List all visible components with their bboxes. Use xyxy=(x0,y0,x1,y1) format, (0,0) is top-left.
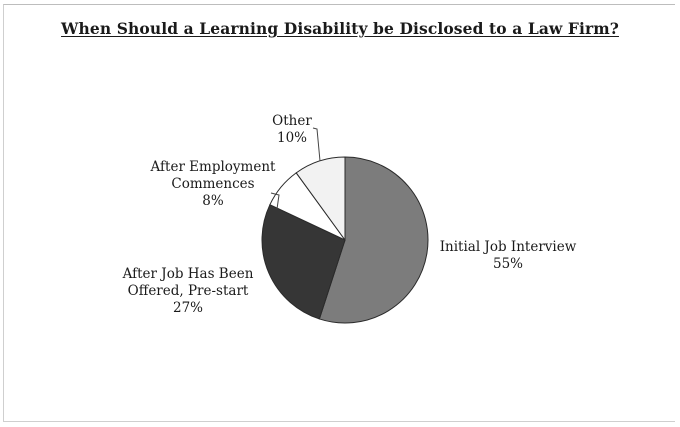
pie-slice-initial-job-interview xyxy=(318,156,429,324)
slice-value-label: 10% xyxy=(276,130,307,146)
slice-label-text: After Employment xyxy=(150,159,276,175)
slice-value-label: 27% xyxy=(172,300,203,316)
chart-frame xyxy=(3,4,675,422)
slice-label-other: Other 10% xyxy=(252,113,332,147)
leader-line-after-employment xyxy=(270,192,280,210)
slice-value-label: 55% xyxy=(492,256,523,272)
slice-label-initial-job-interview: Initial Job Interview 55% xyxy=(428,239,588,273)
slice-label-text: Offered, Pre-start xyxy=(127,283,249,299)
slice-label-text: Commences xyxy=(171,176,255,192)
pie-slice-other xyxy=(295,156,346,242)
chart-title: When Should a Learning Disability be Dis… xyxy=(61,19,619,38)
pie-slice-after-job-has-been-offered-pre-start xyxy=(261,203,346,320)
slice-label-text: Initial Job Interview xyxy=(439,239,577,255)
leader-line-other xyxy=(312,127,321,162)
slice-label-after-job-offered: After Job Has Been Offered, Pre-start 27… xyxy=(108,266,268,317)
slice-value-label: 8% xyxy=(202,193,224,209)
slice-label-text: Other xyxy=(272,113,312,129)
slice-label-text: After Job Has Been xyxy=(122,266,254,282)
slice-label-after-employment-commences: After Employment Commences 8% xyxy=(138,159,288,210)
